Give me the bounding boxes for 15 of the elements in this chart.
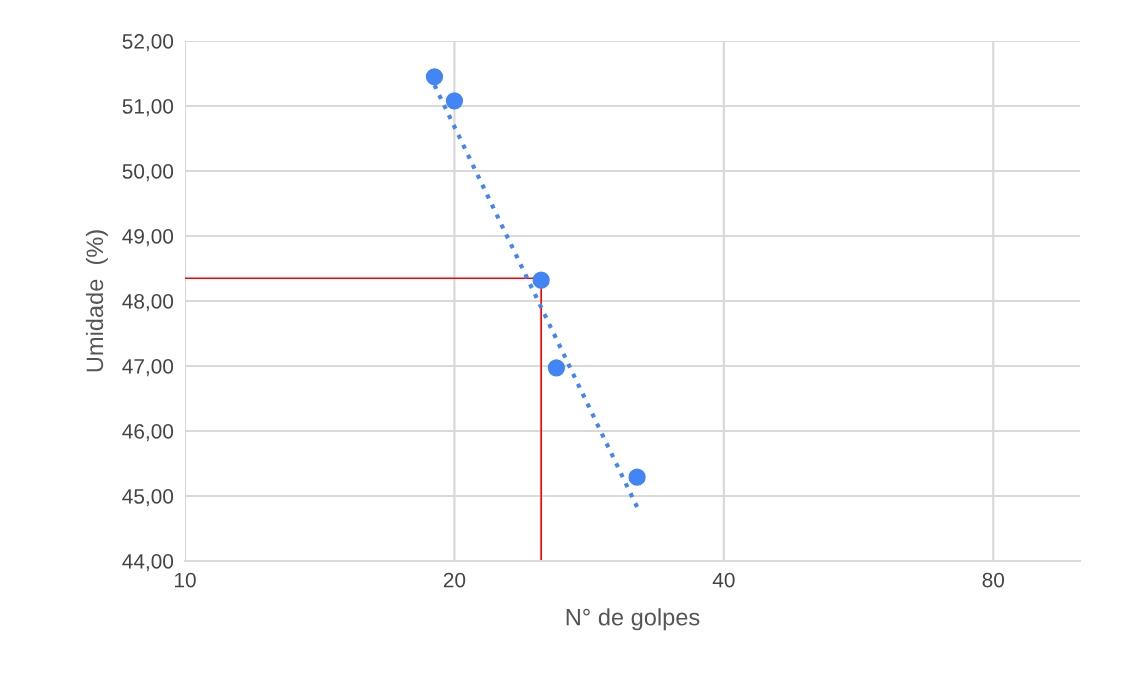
x-tick-label: 40	[712, 572, 735, 588]
y-tick-label: 50,00	[122, 164, 174, 182]
x-tick-label: 80	[982, 572, 1005, 588]
x-tick-label: 10	[175, 572, 196, 588]
y-tick-label: 45,00	[122, 489, 174, 507]
x-axis-title: N° de golpes	[566, 608, 700, 631]
y-tick-label: 44,00	[122, 554, 174, 572]
y-tick-label: 47,00	[122, 359, 174, 377]
y-tick-label: 49,00	[122, 229, 174, 247]
y-tick-label: 46,00	[122, 424, 174, 442]
y-tick-label: 48,00	[122, 294, 174, 312]
y-tick-label: 51,00	[122, 99, 174, 117]
y-tick-label: 52,00	[122, 34, 174, 52]
y-axis-title: Umidade (%)	[85, 230, 108, 372]
x-tick-label: 20	[443, 572, 466, 588]
